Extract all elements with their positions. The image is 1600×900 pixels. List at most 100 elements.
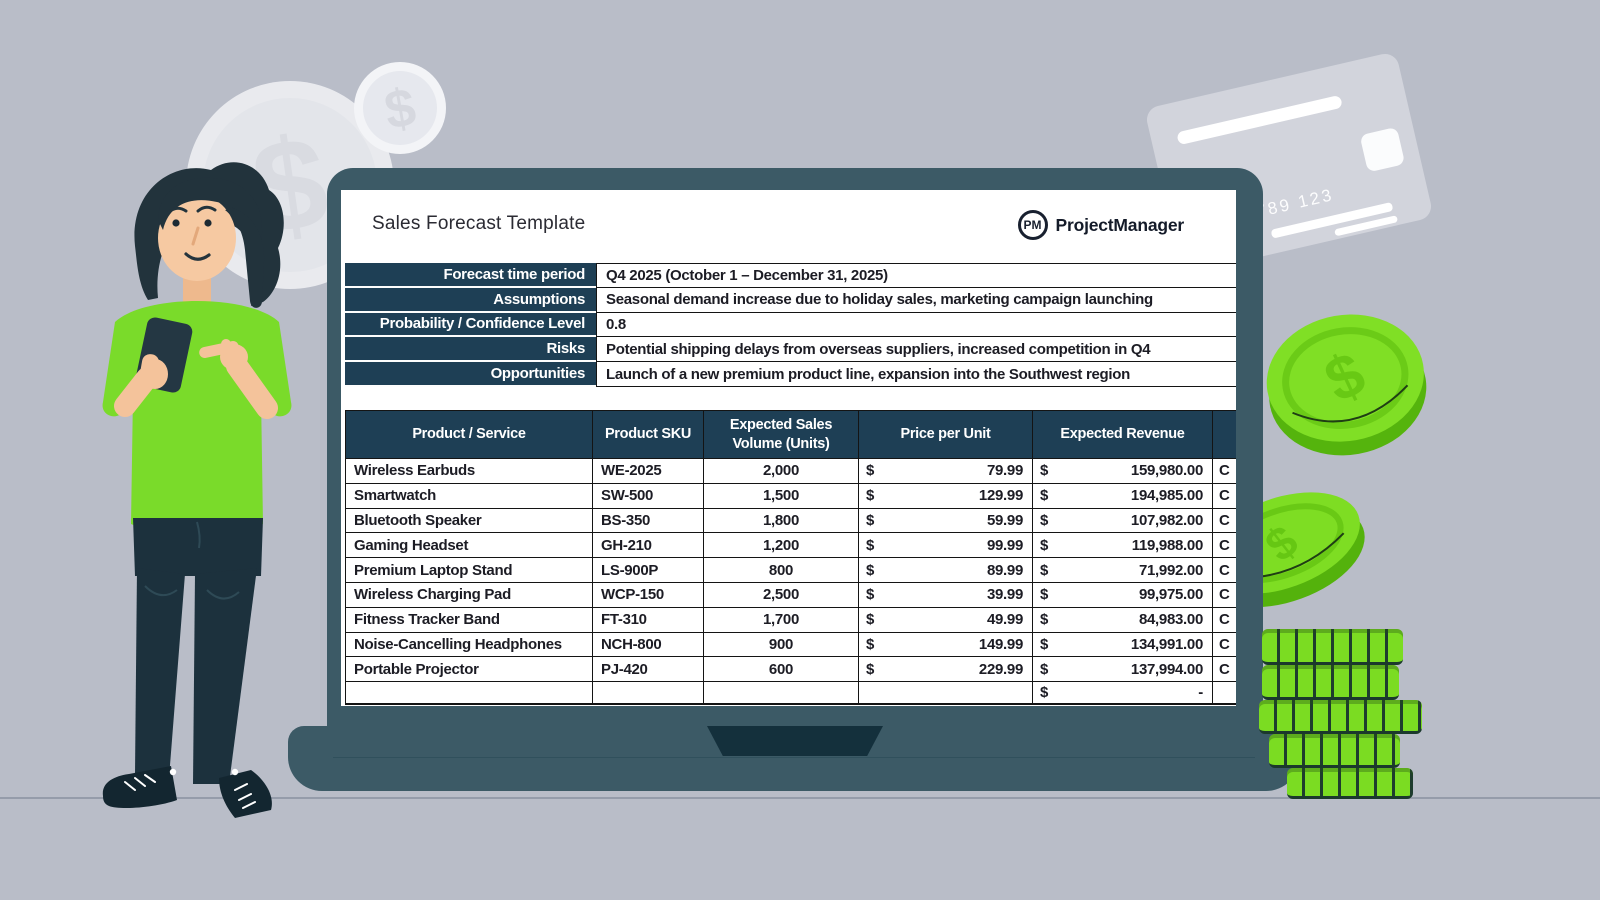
sku-cell[interactable]: SW-500 xyxy=(593,483,704,509)
revenue-value: 99,975.00 xyxy=(1138,586,1203,604)
revenue-cell[interactable]: $134,991.00 xyxy=(1033,632,1213,658)
price-value: 79.99 xyxy=(986,462,1023,480)
table-row: Smartwatch SW-500 1,500 $129.99 $194,985… xyxy=(345,483,1236,509)
sku-cell[interactable]: PJ-420 xyxy=(593,657,704,683)
price-cell[interactable]: $149.99 xyxy=(859,632,1033,658)
sku-cell[interactable]: WCP-150 xyxy=(593,582,704,608)
info-row: Forecast time period Q4 2025 (October 1 … xyxy=(345,263,1236,288)
currency-symbol: $ xyxy=(1040,462,1049,480)
nose xyxy=(191,226,200,246)
sku-cell[interactable]: LS-900P xyxy=(593,558,704,583)
empty-cell[interactable] xyxy=(346,682,593,704)
volume-cell[interactable]: 1,700 xyxy=(704,607,859,633)
currency-symbol: $ xyxy=(866,561,875,579)
left-fingers xyxy=(139,354,160,383)
currency-symbol: $ xyxy=(1040,611,1049,629)
sku-cell[interactable]: BS-350 xyxy=(593,508,704,534)
price-cell[interactable]: $79.99 xyxy=(859,459,1033,484)
price-cell[interactable]: $39.99 xyxy=(859,582,1033,608)
laptop-hinge-notch xyxy=(707,726,883,756)
revenue-cell[interactable]: $194,985.00 xyxy=(1033,483,1213,509)
price-value: 59.99 xyxy=(986,511,1023,529)
product-cell[interactable]: Premium Laptop Stand xyxy=(346,558,593,583)
price-cell[interactable]: $89.99 xyxy=(859,558,1033,583)
right-shoe xyxy=(219,770,272,818)
revenue-value: 159,980.00 xyxy=(1130,462,1203,480)
revenue-cell[interactable]: $84,983.00 xyxy=(1033,607,1213,633)
currency-symbol: $ xyxy=(866,611,875,629)
smile xyxy=(184,252,211,261)
info-value[interactable]: Q4 2025 (October 1 – December 31, 2025) xyxy=(596,263,1236,288)
shoe-laces xyxy=(234,783,256,809)
volume-cell[interactable]: 600 xyxy=(704,657,859,683)
fly-line xyxy=(196,521,201,549)
sku-cell[interactable]: GH-210 xyxy=(593,533,704,559)
price-cell[interactable]: $49.99 xyxy=(859,607,1033,633)
info-value[interactable]: Launch of a new premium product line, ex… xyxy=(596,362,1236,387)
truncated-cell: C xyxy=(1213,608,1236,633)
revenue-cell[interactable]: $71,992.00 xyxy=(1033,558,1213,583)
card-logo-square xyxy=(1359,126,1406,173)
revenue-value: 71,992.00 xyxy=(1138,561,1203,579)
currency-symbol: $ xyxy=(1040,660,1049,678)
spreadsheet-screen: Sales Forecast Template PM ProjectManage… xyxy=(341,190,1236,706)
product-cell[interactable]: Wireless Charging Pad xyxy=(346,582,593,608)
price-cell[interactable]: $99.99 xyxy=(859,533,1033,559)
product-cell[interactable]: Bluetooth Speaker xyxy=(346,508,593,534)
empty-cell[interactable] xyxy=(704,682,859,704)
total-revenue-value: - xyxy=(1198,683,1203,701)
sku-cell[interactable]: FT-310 xyxy=(593,607,704,633)
info-value[interactable]: Seasonal demand increase due to holiday … xyxy=(596,287,1236,313)
left-forearm xyxy=(114,367,158,417)
price-cell[interactable]: $59.99 xyxy=(859,508,1033,534)
total-revenue-cell[interactable]: $ - xyxy=(1033,682,1213,704)
pm-logo-icon: PM xyxy=(1017,210,1048,240)
volume-cell[interactable]: 2,500 xyxy=(704,582,859,608)
person-illustration xyxy=(102,162,292,818)
revenue-cell[interactable]: $107,982.00 xyxy=(1033,508,1213,534)
product-cell[interactable]: Wireless Earbuds xyxy=(346,459,593,484)
currency-symbol: $ xyxy=(1040,635,1049,653)
info-label: Assumptions xyxy=(345,287,596,313)
product-cell[interactable]: Fitness Tracker Band xyxy=(346,607,593,633)
revenue-cell[interactable]: $137,994.00 xyxy=(1033,657,1213,683)
column-header-truncated xyxy=(1213,411,1236,458)
right-forearm xyxy=(226,355,278,419)
price-value: 149.99 xyxy=(978,635,1023,653)
card-stripe xyxy=(1176,94,1343,146)
info-row: Assumptions Seasonal demand increase due… xyxy=(345,287,1236,313)
eye xyxy=(204,219,212,227)
right-leg xyxy=(193,568,257,784)
product-cell[interactable]: Portable Projector xyxy=(346,657,593,683)
info-value[interactable]: 0.8 xyxy=(596,312,1236,338)
volume-cell[interactable]: 800 xyxy=(704,558,859,583)
revenue-cell[interactable]: $119,988.00 xyxy=(1033,533,1213,559)
eye xyxy=(172,219,180,227)
info-value[interactable]: Potential shipping delays from overseas … xyxy=(596,337,1236,363)
empty-cell[interactable] xyxy=(859,682,1033,704)
projectmanager-logo: PM ProjectManager xyxy=(1017,210,1184,240)
currency-symbol: $ xyxy=(866,586,875,604)
sku-cell[interactable]: NCH-800 xyxy=(593,632,704,658)
revenue-value: 84,983.00 xyxy=(1138,611,1203,629)
volume-cell[interactable]: 1,200 xyxy=(704,533,859,559)
info-row: Probability / Confidence Level 0.8 xyxy=(345,312,1236,338)
revenue-cell[interactable]: $159,980.00 xyxy=(1033,459,1213,484)
price-value: 89.99 xyxy=(986,561,1023,579)
product-cell[interactable]: Noise-Cancelling Headphones xyxy=(346,632,593,658)
currency-symbol: $ xyxy=(866,536,875,554)
price-cell[interactable]: $229.99 xyxy=(859,657,1033,683)
volume-cell[interactable]: 1,800 xyxy=(704,508,859,534)
revenue-cell[interactable]: $99,975.00 xyxy=(1033,582,1213,608)
volume-cell[interactable]: 2,000 xyxy=(704,459,859,484)
product-cell[interactable]: Smartwatch xyxy=(346,483,593,509)
shoe-laces xyxy=(124,774,156,791)
volume-cell[interactable]: 1,500 xyxy=(704,483,859,509)
table-total-row: $ - xyxy=(345,682,1236,705)
currency-symbol: $ xyxy=(866,462,875,480)
volume-cell[interactable]: 900 xyxy=(704,632,859,658)
product-cell[interactable]: Gaming Headset xyxy=(346,533,593,559)
sku-cell[interactable]: WE-2025 xyxy=(593,459,704,484)
empty-cell[interactable] xyxy=(593,682,704,704)
price-cell[interactable]: $129.99 xyxy=(859,483,1033,509)
